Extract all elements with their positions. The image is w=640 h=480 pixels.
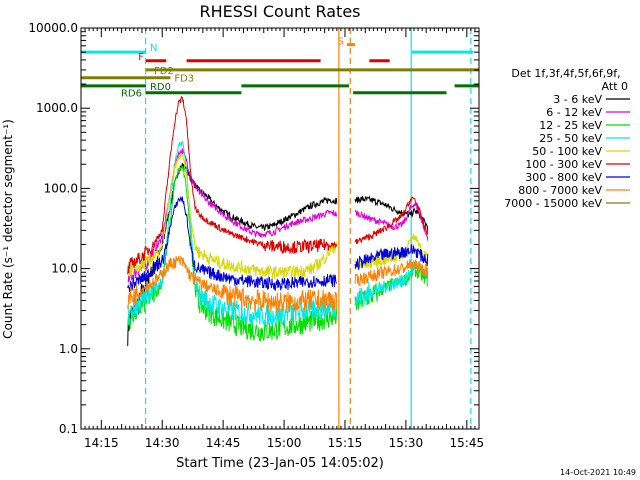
series-line (127, 195, 337, 293)
legend-label: 50 - 100 keV (532, 145, 602, 158)
series-line (354, 196, 429, 245)
y-tick-label: 10000.0 (28, 21, 78, 35)
y-axis-label: Count Rate (s⁻¹ detector segment⁻¹) (1, 119, 15, 339)
x-tick-label: 15:15 (328, 436, 363, 450)
y-tick-label: 100.0 (44, 181, 78, 195)
legend-label: 100 - 300 keV (525, 158, 602, 171)
chart-title: RHESSI Count Rates (200, 2, 361, 21)
legend-label: 7000 - 15000 keV (504, 197, 602, 210)
flag-label: FD2 (154, 66, 174, 77)
x-tick-label: 15:45 (450, 436, 485, 450)
series-line (354, 195, 429, 230)
flag-label: RD0 (150, 82, 171, 93)
y-tick-label: 0.1 (59, 422, 78, 436)
flag-label: N (150, 43, 157, 54)
flag-label: S (338, 37, 344, 48)
x-axis-label: Start Time (23-Jan-05 14:05:02) (176, 456, 384, 471)
legend-header: Det 1f,3f,4f,5f,6f,9f, (511, 67, 620, 80)
x-tick-label: 14:15 (84, 436, 119, 450)
legend-label: 25 - 50 keV (539, 132, 602, 145)
legend-label: 800 - 7000 keV (518, 184, 602, 197)
flag-label: FD3 (174, 74, 194, 85)
series-line (127, 95, 338, 275)
series-line (127, 152, 338, 280)
series-line (127, 255, 338, 313)
flag-label: RD6 (121, 89, 142, 100)
series-line (354, 264, 429, 310)
legend-header: Att 0 (602, 80, 628, 93)
y-tick-label: 1.0 (59, 342, 78, 356)
legend-label: 12 - 25 keV (539, 119, 602, 132)
series-line (354, 203, 429, 241)
y-tick-label: 10.0 (51, 262, 78, 276)
legend-label: 300 - 800 keV (525, 171, 602, 184)
series-line (354, 259, 429, 287)
axes: 0.1 1.0 10.0 100.0 1000.0 10000.0 14:15 14:30 14… (28, 21, 484, 450)
x-tick-label: 14:45 (206, 436, 241, 450)
series-line (127, 162, 338, 346)
y-tick-label: 1000.0 (36, 101, 78, 115)
legend-label: 3 - 6 keV (553, 93, 602, 106)
series-lines (127, 95, 429, 346)
x-tick-label: 14:30 (145, 436, 180, 450)
x-tick-label: 15:30 (389, 436, 424, 450)
vertical-markers (144, 28, 472, 429)
flag-label: F (138, 52, 144, 63)
series-line (354, 244, 429, 271)
series-line (354, 234, 429, 268)
x-tick-label: 15:00 (267, 436, 302, 450)
timestamp: 14-Oct-2021 10:49 (560, 468, 636, 477)
legend-label: 6 - 12 keV (546, 106, 602, 119)
series-line (127, 148, 338, 283)
